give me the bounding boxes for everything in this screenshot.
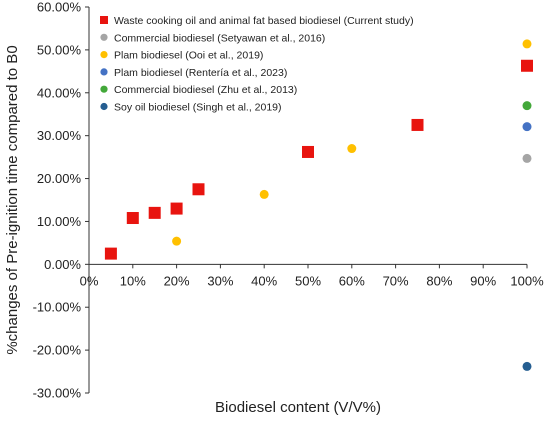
data-point-circle bbox=[522, 122, 532, 132]
data-point-square bbox=[192, 183, 205, 196]
legend-marker-circle bbox=[100, 33, 108, 41]
axes bbox=[85, 6, 528, 394]
x-tick-label: 10% bbox=[120, 273, 146, 288]
x-tick-label: 60% bbox=[339, 273, 365, 288]
legend-marker-circle bbox=[100, 102, 108, 111]
x-tick-label: 80% bbox=[426, 273, 452, 288]
y-tick-label: 40.00% bbox=[37, 85, 82, 100]
data-point-circle bbox=[347, 144, 357, 154]
tick-labels: 60.00% 50.00% 40.00% 30.00% 20.00% 10.00% 0.00… bbox=[33, 0, 544, 401]
data-point-circle bbox=[259, 189, 269, 199]
x-tick-label: 20% bbox=[164, 273, 190, 288]
x-tick-label: 0% bbox=[80, 273, 99, 288]
x-tick-label: 100% bbox=[510, 273, 544, 288]
data-point-circle bbox=[522, 39, 532, 49]
legend-label: Plam biodiesel (Ooi et al., 2019) bbox=[114, 50, 263, 62]
y-tick-label: 20.00% bbox=[37, 171, 82, 186]
legend-label: Soy oil biodiesel (Singh et al., 2019) bbox=[114, 102, 282, 114]
legend-marker-square bbox=[100, 16, 108, 24]
legend-label: Commercial biodiesel (Setyawan et al., 2… bbox=[114, 32, 325, 44]
data-point-square bbox=[521, 59, 533, 72]
y-tick-label: 0.00% bbox=[44, 257, 81, 272]
legend-marker-circle bbox=[100, 68, 108, 76]
data-point-square bbox=[148, 206, 161, 219]
data-point-circle bbox=[522, 101, 532, 111]
legend-marker-circle bbox=[100, 85, 108, 93]
legend-label: Plam biodiesel (Rentería et al., 2023) bbox=[114, 67, 287, 79]
x-tick-label: 90% bbox=[470, 273, 496, 288]
y-tick-label: 30.00% bbox=[37, 128, 82, 143]
y-tick-label: 10.00% bbox=[37, 214, 82, 229]
legend-marker-circle bbox=[100, 51, 108, 59]
data-point-square bbox=[411, 118, 424, 131]
y-tick-label: 60.00% bbox=[37, 0, 82, 15]
y-axis-title: %changes of Pre-ignition time compared t… bbox=[4, 45, 21, 354]
legend-label: Commercial biodiesel (Zhu et al., 2013) bbox=[114, 84, 297, 96]
x-tick-label: 30% bbox=[207, 273, 233, 288]
data-marks bbox=[104, 39, 533, 371]
y-tick-label: 50.00% bbox=[37, 42, 82, 57]
data-point-square bbox=[170, 202, 183, 215]
data-point-circle bbox=[522, 153, 532, 163]
x-tick-label: 40% bbox=[251, 273, 277, 288]
y-tick-label: -20.00% bbox=[33, 343, 82, 358]
legend: Waste cooking oil and animal fat based b… bbox=[100, 15, 414, 114]
x-tick-label: 50% bbox=[295, 273, 321, 288]
x-axis-title: Biodiesel content (V/V%) bbox=[215, 399, 381, 416]
data-point-circle bbox=[522, 361, 532, 371]
y-tick-label: -10.00% bbox=[33, 300, 82, 315]
y-tick-label: -30.00% bbox=[33, 386, 82, 401]
data-point-square bbox=[302, 145, 314, 158]
data-point-square bbox=[104, 247, 117, 260]
data-point-square bbox=[126, 212, 139, 225]
data-point-circle bbox=[172, 236, 182, 246]
legend-label: Waste cooking oil and animal fat based b… bbox=[114, 15, 414, 27]
x-tick-label: 70% bbox=[383, 273, 409, 288]
